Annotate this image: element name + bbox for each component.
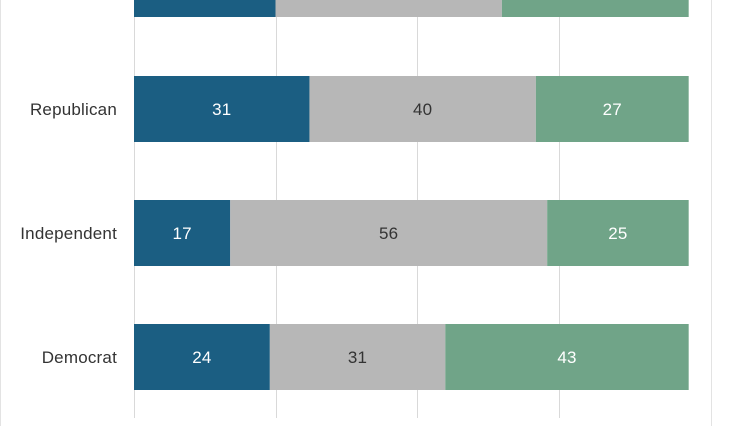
data-label-1-2: 27	[603, 100, 622, 119]
category-label-democrat: Democrat	[42, 348, 117, 367]
bar-2-segment-0	[134, 200, 231, 266]
bars-layer	[134, 0, 689, 390]
bar-3-segment-2	[445, 324, 689, 390]
data-label-3-1: 31	[348, 348, 367, 367]
bar-1-segment-0	[134, 76, 310, 142]
bar-2-segment-2	[547, 200, 689, 266]
data-label-3-2: 43	[557, 348, 576, 367]
category-labels-layer: Republican Independent Democrat	[20, 100, 117, 367]
bar-1-segment-2	[535, 76, 689, 142]
data-label-1-1: 40	[413, 100, 432, 119]
data-label-3-0: 24	[192, 348, 211, 367]
bar-3-segment-0	[134, 324, 270, 390]
data-label-2-2: 25	[608, 224, 627, 243]
category-label-republican: Republican	[30, 100, 117, 119]
bar-3-segment-1	[269, 324, 446, 390]
bar-0-segment-1	[275, 0, 502, 17]
bar-2-segment-1	[230, 200, 548, 266]
bar-1-segment-1	[309, 76, 536, 142]
bar-0-segment-0	[134, 0, 276, 17]
bar-0-segment-2	[501, 0, 689, 17]
data-label-2-0: 17	[172, 224, 191, 243]
data-labels-layer: 31 40 27 17 56 25 24 31 43	[172, 100, 627, 367]
data-label-1-0: 31	[212, 100, 231, 119]
category-label-independent: Independent	[20, 224, 117, 243]
data-label-2-1: 56	[379, 224, 398, 243]
